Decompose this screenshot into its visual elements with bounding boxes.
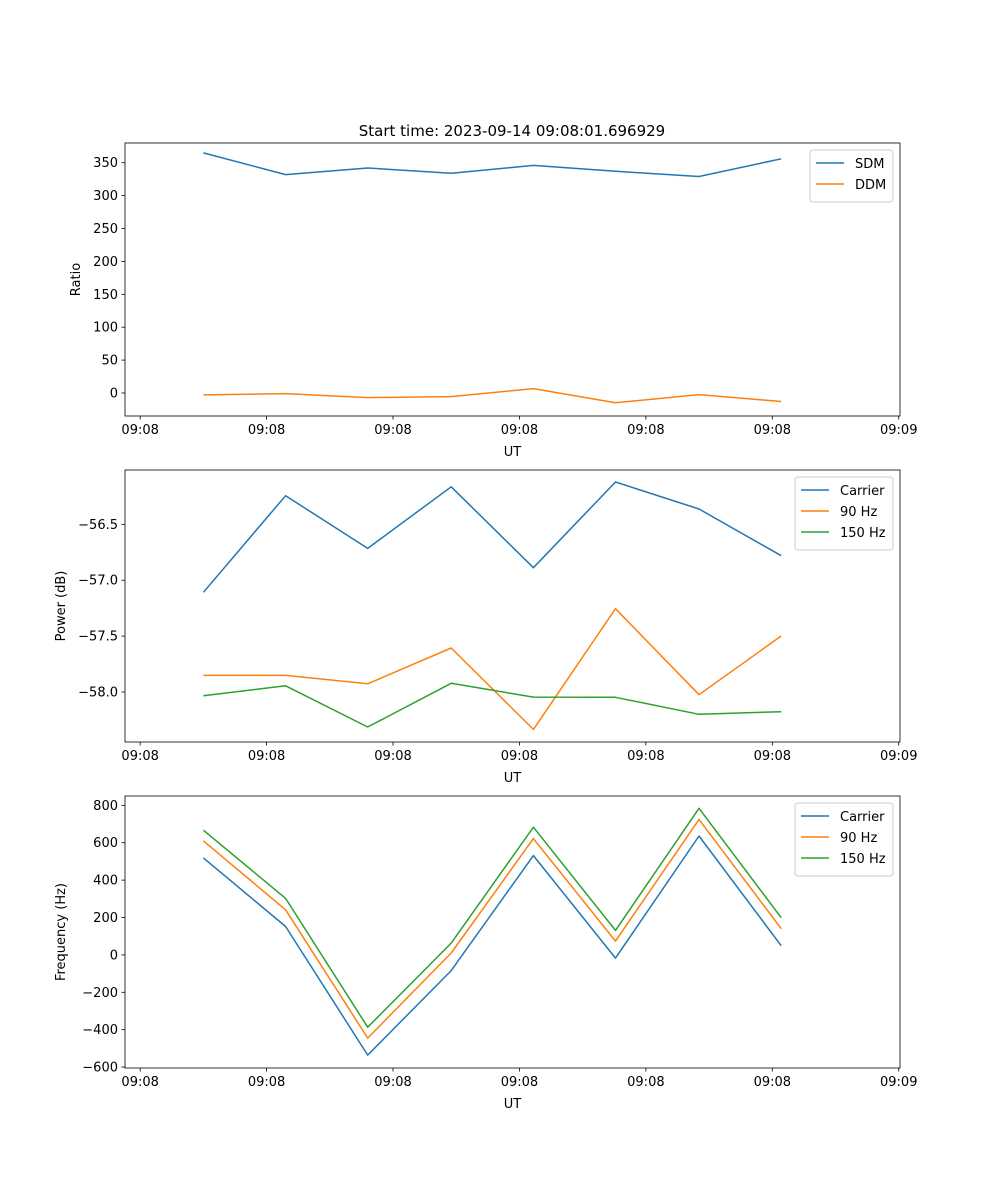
- x-tick-label: 09:08: [754, 1075, 791, 1090]
- subplot-3: 09:08 09:08 09:08 09:08 09:08 09:08 09:09 UT −60…: [54, 795, 917, 1112]
- y-tick-label: 200: [93, 911, 118, 926]
- y-tick-label: −57.5: [78, 630, 118, 645]
- x-axis-label: UT: [504, 1097, 522, 1112]
- y-tick-label: 0: [110, 948, 118, 963]
- x-tick-label: 09:08: [754, 423, 791, 438]
- legend-label: 90 Hz: [840, 831, 877, 846]
- legend-label: 90 Hz: [840, 505, 877, 520]
- y-tick-label: 0: [110, 386, 118, 401]
- series-line-sdm: [203, 152, 782, 178]
- axes-frame: [124, 469, 901, 743]
- y-tick-label: −200: [82, 986, 118, 1001]
- y-tick-label: −56.5: [78, 518, 118, 533]
- x-tick-label: 09:08: [248, 1075, 285, 1090]
- figure-title: Start time: 2023-09-14 09:08:01.696929: [359, 122, 665, 140]
- legend-label: 150 Hz: [840, 852, 886, 867]
- y-axis-label: Frequency (Hz): [54, 883, 69, 981]
- y-tick-label: 400: [93, 874, 118, 889]
- x-tick-label: 09:08: [627, 423, 664, 438]
- legend: Carrier 90 Hz 150 Hz: [794, 476, 894, 551]
- x-tick-label: 09:08: [374, 423, 411, 438]
- subplot-1: 09:08 09:08 09:08 09:08 09:08 09:08 09:09 UT 0 50…: [69, 142, 917, 460]
- y-axis-label: Ratio: [69, 263, 84, 296]
- y-tick-label: 300: [93, 189, 118, 204]
- x-tick-label: 09:08: [121, 749, 158, 764]
- axes-frame: [124, 795, 901, 1069]
- legend-label: SDM: [855, 157, 884, 172]
- x-tick-label: 09:09: [880, 749, 917, 764]
- y-tick-label: 100: [93, 321, 118, 336]
- x-tick-label: 09:08: [754, 749, 791, 764]
- legend-label: Carrier: [840, 484, 885, 499]
- y-tick-label: 200: [93, 255, 118, 270]
- x-tick-label: 09:09: [880, 423, 917, 438]
- x-tick-label: 09:08: [501, 423, 538, 438]
- x-tick-label: 09:08: [501, 749, 538, 764]
- x-tick-label: 09:08: [501, 1075, 538, 1090]
- series-line-150-hz: [202, 807, 782, 1028]
- x-tick-label: 09:08: [627, 749, 664, 764]
- y-tick-label: 250: [93, 222, 118, 237]
- legend-label: 150 Hz: [840, 526, 886, 541]
- y-axis-label: Power (dB): [54, 571, 69, 642]
- series-line-90-hz: [203, 607, 782, 731]
- y-tick-label: 800: [93, 799, 118, 814]
- x-tick-label: 09:08: [248, 423, 285, 438]
- x-tick-label: 09:08: [627, 1075, 664, 1090]
- x-tick-label: 09:08: [374, 749, 411, 764]
- axes-frame: [124, 142, 901, 417]
- x-tick-label: 09:08: [121, 423, 158, 438]
- x-tick-label: 09:09: [880, 1075, 917, 1090]
- legend-label: Carrier: [840, 810, 885, 825]
- x-axis-label: UT: [504, 771, 522, 786]
- series-line-carrier: [202, 481, 782, 593]
- legend-label: DDM: [855, 178, 886, 193]
- legend: Carrier 90 Hz 150 Hz: [794, 802, 894, 877]
- subplot-2: 09:08 09:08 09:08 09:08 09:08 09:08 09:09 UT −58…: [54, 469, 917, 786]
- series-line-150-hz: [203, 682, 782, 728]
- series-line-90-hz: [202, 818, 782, 1039]
- y-tick-label: 150: [93, 288, 118, 303]
- x-tick-label: 09:08: [121, 1075, 158, 1090]
- y-tick-label: 350: [93, 156, 118, 171]
- x-tick-label: 09:08: [374, 1075, 411, 1090]
- series-line-carrier: [202, 835, 782, 1056]
- series-line-ddm: [203, 387, 782, 404]
- legend: SDM DDM: [809, 149, 894, 203]
- y-tick-label: 600: [93, 836, 118, 851]
- x-tick-label: 09:08: [248, 749, 285, 764]
- y-tick-label: −58.0: [78, 686, 118, 701]
- y-tick-label: −400: [82, 1023, 118, 1038]
- x-axis-label: UT: [504, 445, 522, 460]
- y-tick-label: −57.0: [78, 574, 118, 589]
- y-tick-label: −600: [82, 1061, 118, 1076]
- y-tick-label: 50: [101, 354, 118, 369]
